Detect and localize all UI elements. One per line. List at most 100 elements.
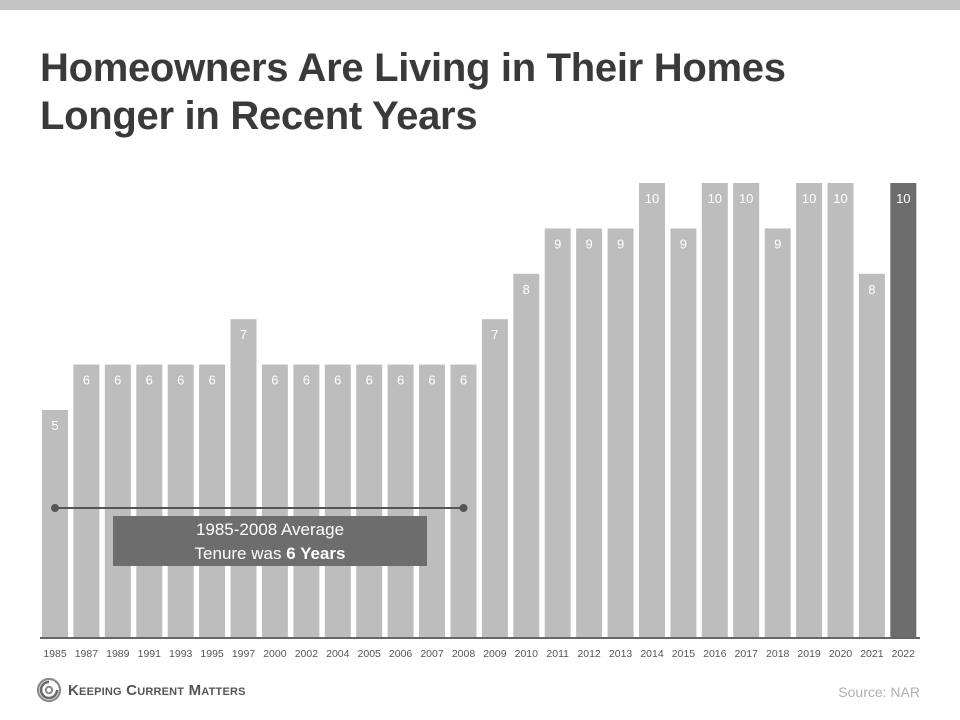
bar-value-label-2002: 6 — [303, 373, 310, 388]
x-tick-label-2022: 2022 — [892, 648, 916, 660]
bar-2011 — [544, 228, 571, 637]
bar-2009 — [481, 319, 508, 637]
bar-2013 — [607, 228, 634, 637]
x-tick-label-1991: 1991 — [138, 648, 162, 660]
x-tick-label-1995: 1995 — [200, 648, 224, 660]
bar-value-label-1985: 5 — [51, 418, 58, 433]
x-tick-label-2010: 2010 — [515, 648, 539, 660]
bar-value-label-1995: 6 — [208, 373, 215, 388]
bar-2019 — [796, 183, 823, 637]
bar-1991 — [136, 364, 163, 637]
bar-value-label-2014: 10 — [645, 191, 659, 206]
x-tick-label-1993: 1993 — [169, 648, 193, 660]
bar-value-label-2021: 8 — [868, 282, 875, 297]
bar-value-label-2018: 9 — [774, 236, 781, 251]
bar-2010 — [513, 273, 540, 637]
bar-2015 — [670, 228, 697, 637]
chart-title-line-2: Longer in Recent Years — [40, 94, 478, 138]
x-tick-label-1985: 1985 — [43, 648, 67, 660]
x-tick-label-2000: 2000 — [263, 648, 287, 660]
bar-value-label-1997: 7 — [240, 327, 247, 342]
x-tick-label-1987: 1987 — [75, 648, 99, 660]
company-logo: Keeping Current Matters — [36, 676, 246, 704]
bar-2006 — [387, 364, 414, 637]
bar-1993 — [167, 364, 194, 637]
x-tick-label-2013: 2013 — [609, 648, 633, 660]
bar-2002 — [293, 364, 320, 637]
x-tick-label-2004: 2004 — [326, 648, 350, 660]
bar-1985 — [42, 410, 68, 637]
top-accent-bar — [0, 0, 960, 10]
bar-2017 — [733, 183, 760, 637]
kcm-swirl-icon — [36, 677, 62, 703]
x-tick-label-2008: 2008 — [452, 648, 476, 660]
bar-value-label-2017: 10 — [739, 191, 753, 206]
bar-value-label-2006: 6 — [397, 373, 404, 388]
bar-value-label-2010: 8 — [523, 282, 530, 297]
annotation-line-2-prefix: Tenure was — [194, 544, 287, 563]
annotation-line-2-bold: 6 Years — [286, 544, 346, 563]
bar-2018 — [764, 228, 791, 637]
bar-value-label-2022: 10 — [896, 191, 910, 206]
bar-2012 — [576, 228, 603, 637]
annotation-line-2: Tenure was 6 Years — [113, 542, 427, 566]
bar-2005 — [356, 364, 383, 637]
x-tick-label-2020: 2020 — [829, 648, 853, 660]
x-tick-label-2006: 2006 — [389, 648, 413, 660]
bar-value-label-2013: 9 — [617, 236, 624, 251]
x-tick-label-1989: 1989 — [106, 648, 130, 660]
x-tick-label-2016: 2016 — [703, 648, 727, 660]
x-tick-label-2019: 2019 — [797, 648, 821, 660]
x-tick-label-2002: 2002 — [295, 648, 319, 660]
bar-value-label-2009: 7 — [491, 327, 498, 342]
x-tick-label-2005: 2005 — [358, 648, 382, 660]
logo-text: Keeping Current Matters — [68, 681, 246, 699]
x-tick-label-2021: 2021 — [860, 648, 884, 660]
bar-value-label-2015: 9 — [680, 236, 687, 251]
bar-value-label-2011: 9 — [554, 236, 561, 251]
bar-value-label-2012: 9 — [585, 236, 592, 251]
x-tick-label-2014: 2014 — [640, 648, 664, 660]
bar-2014 — [639, 183, 665, 637]
annotation-line-1: 1985-2008 Average — [195, 520, 345, 539]
x-tick-label-2012: 2012 — [577, 648, 601, 660]
bar-1989 — [104, 364, 131, 637]
x-tick-label-2017: 2017 — [735, 648, 759, 660]
average-line-end-dot — [459, 504, 468, 512]
bar-value-label-2000: 6 — [271, 373, 278, 388]
bar-value-label-2005: 6 — [366, 373, 373, 388]
bar-2004 — [324, 364, 351, 637]
bar-1987 — [73, 364, 100, 637]
bar-value-label-2007: 6 — [428, 373, 435, 388]
bar-2008 — [450, 364, 477, 637]
chart-title-line-1: Homeowners Are Living in Their Homes — [40, 46, 786, 90]
bar-2021 — [858, 273, 885, 637]
bar-value-label-2004: 6 — [334, 373, 341, 388]
bar-2022 — [890, 183, 917, 637]
average-line-start-dot — [51, 504, 59, 512]
bar-2016 — [701, 183, 728, 637]
x-tick-label-2011: 2011 — [546, 648, 569, 660]
bar-value-label-2008: 6 — [460, 373, 467, 388]
bar-value-label-2020: 10 — [833, 191, 847, 206]
source-note: Source: NAR — [838, 684, 920, 700]
bar-2007 — [419, 364, 445, 637]
chart-title: Homeowners Are Living in Their Homes Lon… — [40, 44, 920, 140]
x-tick-label-2007: 2007 — [420, 648, 444, 660]
bar-2020 — [827, 183, 854, 637]
bar-value-label-2019: 10 — [802, 191, 816, 206]
bar-value-label-2016: 10 — [708, 191, 722, 206]
bar-value-label-1987: 6 — [83, 373, 90, 388]
bar-value-label-1989: 6 — [114, 373, 121, 388]
bar-value-label-1993: 6 — [177, 373, 184, 388]
bar-1997 — [230, 319, 257, 637]
x-tick-label-1997: 1997 — [232, 648, 256, 660]
average-annotation-box: 1985-2008 Average Tenure was 6 Years — [113, 516, 427, 566]
bar-2000 — [261, 364, 288, 637]
bar-1995 — [199, 364, 226, 637]
bar-value-label-1991: 6 — [146, 373, 153, 388]
x-tick-label-2018: 2018 — [766, 648, 790, 660]
x-tick-label-2015: 2015 — [672, 648, 696, 660]
x-tick-label-2009: 2009 — [483, 648, 507, 660]
